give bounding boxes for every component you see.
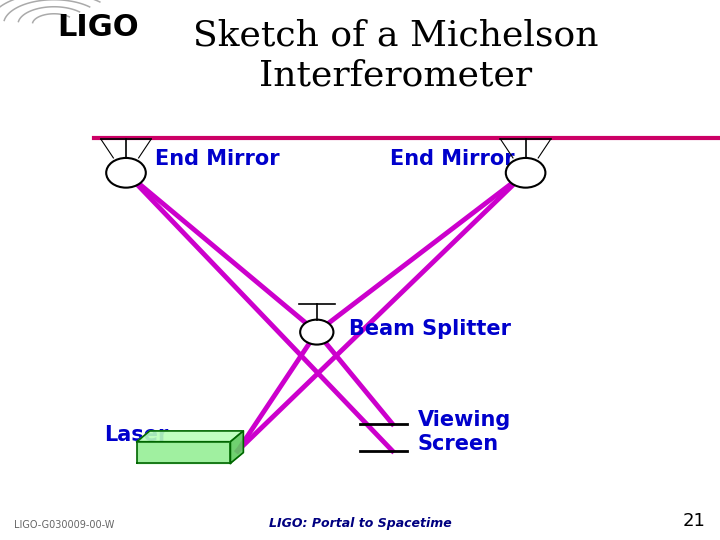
Circle shape [300, 320, 333, 345]
Circle shape [505, 158, 546, 187]
Text: 21: 21 [683, 512, 706, 530]
Text: LIGO: Portal to Spacetime: LIGO: Portal to Spacetime [269, 517, 451, 530]
Text: End Mirror: End Mirror [155, 149, 279, 170]
Polygon shape [137, 442, 230, 463]
Polygon shape [137, 431, 243, 442]
Text: End Mirror: End Mirror [390, 149, 515, 170]
Circle shape [107, 158, 145, 187]
Text: LIGO-G030009-00-W: LIGO-G030009-00-W [14, 520, 114, 530]
Text: LIGO: LIGO [58, 12, 139, 42]
Text: Viewing
Screen: Viewing Screen [418, 410, 511, 454]
Text: Sketch of a Michelson
Interferometer: Sketch of a Michelson Interferometer [193, 19, 599, 92]
Polygon shape [230, 431, 243, 463]
Text: Laser: Laser [104, 424, 168, 445]
Text: Beam Splitter: Beam Splitter [349, 319, 511, 340]
